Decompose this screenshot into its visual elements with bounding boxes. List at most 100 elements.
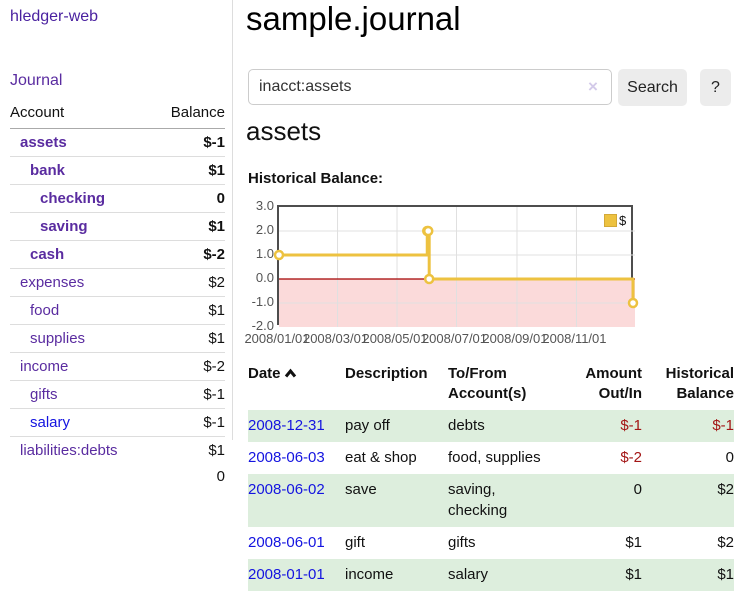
account-balance: $-1 (152, 380, 225, 409)
account-balance: $1 (152, 156, 225, 185)
account-heading: assets (246, 116, 322, 146)
transaction-row: 2008-12-31 pay off debts $-1 $-1 (248, 410, 734, 442)
account-row: salary $-1 (10, 408, 225, 437)
account-link[interactable]: supplies (30, 330, 86, 347)
transaction-balance: $1 (717, 566, 734, 583)
y-axis-tick-label: -2.0 (251, 318, 274, 333)
transaction-accounts: gifts (448, 534, 476, 551)
account-row: saving $1 (10, 212, 225, 241)
search-button[interactable]: Search (618, 69, 687, 106)
chart-legend: $ (603, 212, 628, 229)
account-balance: $-2 (152, 240, 225, 269)
transaction-balance: $2 (717, 534, 734, 551)
transaction-balance: $-1 (712, 417, 734, 434)
search-input[interactable] (248, 69, 612, 105)
account-link[interactable]: food (30, 302, 60, 319)
account-row: supplies $1 (10, 324, 225, 353)
accounts-total-value: 0 (216, 468, 225, 485)
account-link[interactable]: expenses (20, 274, 85, 291)
account-row: checking 0 (10, 184, 225, 213)
sort-ascending-icon (284, 368, 296, 378)
x-axis-tick-label: 2008/09/01 (482, 331, 548, 346)
sidebar-item-journal[interactable]: Journal (10, 72, 63, 89)
transaction-description: gift (345, 534, 366, 551)
register-col-description: Description (345, 365, 428, 382)
transaction-balance: 0 (725, 449, 734, 466)
transaction-amount: $-2 (620, 449, 642, 466)
transaction-amount: $1 (625, 534, 642, 551)
account-row: gifts $-1 (10, 380, 225, 409)
account-row: cash $-2 (10, 240, 225, 269)
account-link[interactable]: assets (20, 134, 67, 151)
transaction-date-link[interactable]: 2008-06-02 (248, 481, 325, 498)
chart-plot-area[interactable] (273, 205, 639, 327)
x-axis-tick-label: 2008/01/01 (244, 331, 310, 346)
y-axis-tick-label: 2.0 (255, 222, 274, 237)
historical-balance-chart: 3.0 2.0 1.0 0.0 -1.0 -2.0 2008/01/01 2008/03/0… (244, 198, 642, 348)
account-link[interactable]: gifts (30, 386, 58, 403)
transaction-amount: $-1 (620, 417, 642, 434)
account-row: income $-2 (10, 352, 225, 381)
transaction-accounts: debts (448, 417, 485, 434)
transaction-description: save (345, 481, 377, 498)
chart-title: Historical Balance: (248, 170, 384, 187)
account-link[interactable]: cash (30, 246, 65, 263)
transaction-accounts: saving, checking (448, 481, 508, 519)
y-axis-tick-label: 3.0 (255, 198, 274, 213)
account-balance: $1 (152, 212, 225, 241)
sidebar: hledger-web Journal Account Balance asse… (0, 0, 233, 485)
account-row: liabilities:debts $1 (10, 436, 225, 464)
account-link[interactable]: bank (30, 162, 66, 179)
accounts-col-balance: Balance (152, 100, 225, 129)
search-help-button[interactable]: ? (700, 69, 731, 106)
y-axis-tick-label: 1.0 (255, 246, 274, 261)
register-col-date[interactable]: Date (248, 362, 345, 410)
legend-swatch-icon (604, 214, 617, 227)
transaction-row: 2008-06-03 eat & shop food, supplies $-2 0 (248, 442, 734, 474)
page-title: sample.journal (246, 0, 461, 37)
account-link[interactable]: liabilities:debts (20, 442, 118, 459)
transaction-amount: $1 (625, 566, 642, 583)
transaction-accounts: salary (448, 566, 489, 583)
register-table: Date Description To/From Account(s) Amou… (248, 362, 734, 591)
account-balance: $1 (152, 296, 225, 325)
account-balance: $-1 (152, 408, 225, 437)
register-col-amount: Amount Out/In (585, 365, 642, 402)
transaction-accounts: food, supplies (448, 449, 541, 466)
account-link[interactable]: salary (30, 414, 71, 431)
brand-link[interactable]: hledger-web (10, 8, 99, 25)
x-axis-tick-label: 2008/11/01 (542, 331, 607, 346)
account-link[interactable]: saving (40, 218, 88, 235)
transaction-date-link[interactable]: 2008-06-03 (248, 449, 325, 466)
account-link[interactable]: checking (40, 190, 106, 207)
transaction-row: 2008-06-01 gift gifts $1 $2 (248, 527, 734, 559)
account-row: bank $1 (10, 156, 225, 185)
accounts-total-row: 0 (10, 464, 225, 489)
register-col-balance: Historical Balance (665, 365, 734, 402)
transaction-row: 2008-01-01 income salary $1 $1 (248, 559, 734, 591)
account-balance: $-2 (152, 352, 225, 381)
transaction-date-link[interactable]: 2008-12-31 (248, 417, 325, 434)
y-axis-tick-label: 0.0 (255, 270, 274, 285)
account-balance: $1 (152, 324, 225, 353)
account-row: expenses $2 (10, 268, 225, 297)
x-axis-tick-label: 2008/05/01 (362, 331, 428, 346)
clear-search-icon[interactable]: × (588, 77, 598, 96)
accounts-table: Account Balance assets $-1 bank $1 checking 0… (10, 100, 225, 489)
transaction-description: pay off (345, 417, 390, 434)
transaction-description: eat & shop (345, 449, 417, 466)
x-axis-tick-label: 2008/07/01 (421, 331, 488, 346)
y-axis-tick-label: -1.0 (251, 294, 274, 309)
transaction-date-link[interactable]: 2008-01-01 (248, 566, 325, 583)
account-balance: 0 (152, 184, 225, 213)
transaction-amount: 0 (633, 481, 642, 498)
register-col-accounts: To/From Account(s) (448, 365, 527, 402)
account-balance: $2 (152, 268, 225, 297)
accounts-col-account: Account (10, 100, 153, 129)
account-balance: $-1 (203, 134, 225, 151)
account-link[interactable]: income (20, 358, 69, 375)
transaction-date-link[interactable]: 2008-06-01 (248, 534, 325, 551)
transaction-balance: $2 (717, 481, 734, 498)
legend-label: $ (619, 213, 627, 228)
account-row: assets $-1 (10, 129, 225, 157)
